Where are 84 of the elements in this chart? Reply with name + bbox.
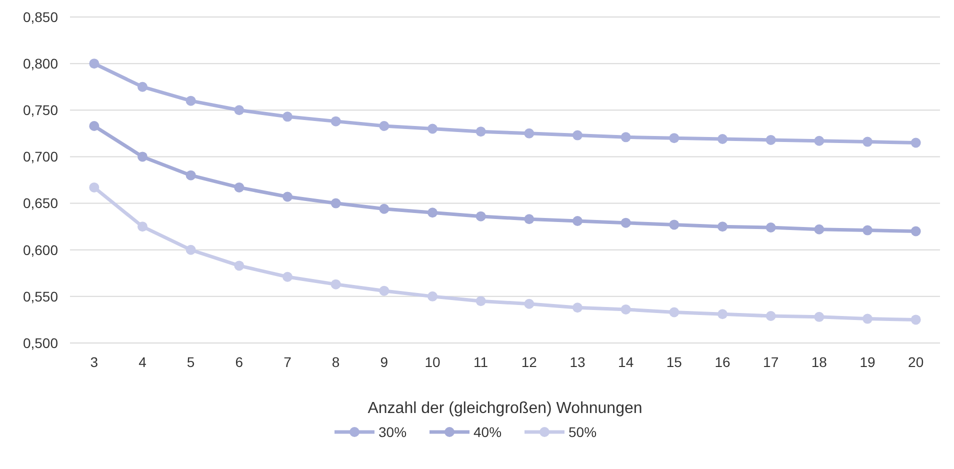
y-tick-label: 0,700 [22,148,58,165]
x-tick-label: 18 [811,354,828,370]
point [814,136,824,146]
point [379,286,390,296]
point [910,138,921,148]
point [572,302,582,313]
legend-label: 30% [378,424,407,440]
x-axis-title: Anzahl der (gleichgroßen) Wohnungen [368,400,642,417]
x-tick-label: 17 [763,354,779,370]
point [766,134,776,145]
point [138,152,148,162]
point [428,208,438,218]
point [476,126,486,137]
point [524,128,534,138]
point [524,214,534,224]
point [620,304,631,314]
point [330,198,341,208]
x-tick-label: 12 [521,354,538,370]
x-tick-label: 14 [618,354,634,370]
point [766,222,776,233]
point [718,134,728,144]
x-tick-label: 19 [860,354,876,370]
point [910,226,921,236]
x-tick-label: 16 [714,354,730,370]
point [814,224,824,234]
x-tick-label: 5 [186,354,195,370]
y-tick-label: 0,550 [22,288,58,304]
point [234,260,244,271]
x-tick-label: 8 [332,354,340,370]
point [89,120,100,131]
x-tick-label: 15 [666,354,682,370]
point [620,132,631,142]
point [572,216,582,226]
point [89,58,100,69]
y-tick-label: 0,600 [22,242,58,258]
point [282,192,292,202]
legend-label: 50% [568,424,597,440]
x-tick-label: 7 [284,354,292,370]
point [379,120,390,131]
point [669,307,680,318]
point [186,244,196,255]
point [524,298,534,309]
x-tick-label: 6 [235,354,244,370]
point [766,310,776,321]
point [476,211,486,222]
point [138,222,148,232]
x-tick-label: 4 [138,354,147,370]
y-tick-label: 0,500 [22,334,58,351]
y-tick-label: 0,750 [22,102,58,118]
y-tick-label: 0,800 [22,55,58,72]
x-tick-label: 9 [380,354,388,370]
point [669,133,680,144]
point [620,218,631,228]
point [138,82,148,92]
point [282,112,292,122]
point [718,222,728,232]
point [476,296,486,306]
point [572,130,582,140]
x-tick-label: 20 [908,354,924,370]
x-tick-label: 10 [424,354,440,370]
point [330,116,341,126]
x-tick-label: 3 [90,354,98,370]
legend-label: 40% [474,424,502,440]
y-tick-label: 0,850 [22,8,58,25]
x-tick-label: 11 [474,354,488,370]
point [669,220,680,230]
point [330,279,341,290]
point [234,182,244,192]
point [814,312,824,322]
x-tick-label: 13 [570,354,586,370]
point [282,272,292,282]
point [718,309,728,320]
point [862,136,872,147]
point [862,314,872,324]
point [428,124,438,134]
point [379,204,390,214]
point [89,182,100,192]
point [186,170,196,180]
y-tick-label: 0,650 [22,195,58,212]
point [234,105,244,116]
point [428,291,438,302]
point [862,225,872,236]
point [186,96,196,106]
point [910,314,921,325]
